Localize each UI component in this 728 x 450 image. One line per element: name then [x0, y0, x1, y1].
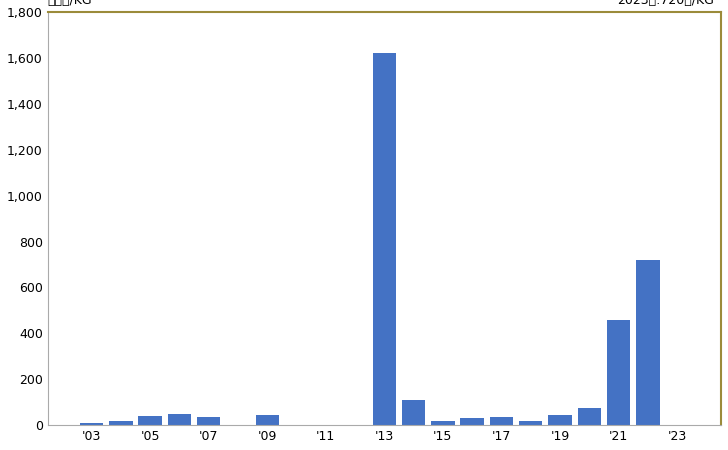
- Bar: [109, 421, 132, 425]
- Bar: [607, 320, 630, 425]
- Bar: [636, 260, 660, 425]
- Bar: [461, 418, 484, 425]
- Bar: [80, 423, 103, 425]
- Bar: [519, 421, 542, 425]
- Bar: [373, 53, 396, 425]
- Bar: [577, 408, 601, 425]
- Bar: [138, 416, 162, 425]
- Bar: [197, 417, 221, 425]
- Bar: [402, 400, 425, 425]
- Bar: [548, 415, 571, 425]
- Bar: [431, 421, 454, 425]
- Text: 2023年:720円/KG: 2023年:720円/KG: [617, 0, 713, 8]
- Bar: [256, 415, 279, 425]
- Bar: [490, 417, 513, 425]
- Text: 単位円/KG: 単位円/KG: [47, 0, 92, 8]
- Bar: [167, 414, 191, 425]
